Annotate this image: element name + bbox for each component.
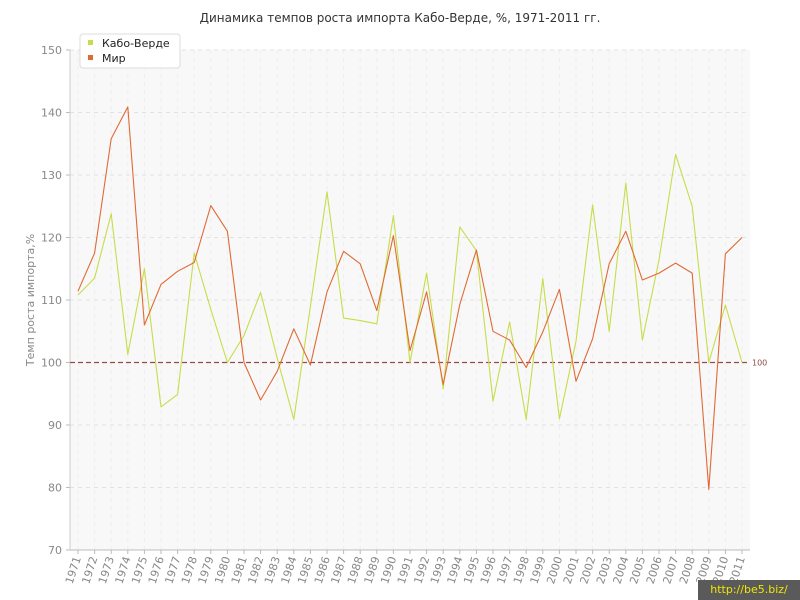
legend-label-mir[interactable]: Мир — [102, 52, 126, 65]
x-ticks: 1971197219731974197519761977197819791980… — [63, 550, 748, 586]
series-line-mir[interactable] — [77, 106, 743, 490]
y-tick-label: 120 — [41, 232, 62, 245]
series-group — [77, 106, 743, 490]
y-tick-label: 140 — [41, 107, 62, 120]
legend-box — [79, 33, 181, 69]
y-tick-label: 100 — [41, 357, 62, 370]
reference-line-label: 100 — [752, 359, 767, 368]
watermark[interactable]: http://be5.biz/ — [698, 580, 800, 600]
legend-label-kabo-verde[interactable]: Кабо-Верде — [102, 37, 170, 50]
series-line-kabo-verde[interactable] — [77, 153, 743, 420]
y-tick-label: 150 — [41, 44, 62, 57]
y-tick-label: 130 — [41, 169, 62, 182]
legend-swatch-mir — [88, 55, 93, 60]
y-axis-label: Темп роста импорта,% — [24, 234, 37, 367]
y-tick-label: 90 — [48, 419, 62, 432]
y-ticks: 70 80 90 100 110 120 130 140 150 — [41, 44, 70, 557]
y-tick-label: 110 — [41, 294, 62, 307]
chart-title: Динамика темпов роста импорта Кабо-Верде… — [200, 11, 601, 25]
y-tick-label: 80 — [48, 482, 62, 495]
y-tick-label: 70 — [48, 544, 62, 557]
legend[interactable]: Кабо-Верде Мир — [79, 33, 181, 69]
legend-swatch-kabo-verde — [88, 40, 93, 45]
